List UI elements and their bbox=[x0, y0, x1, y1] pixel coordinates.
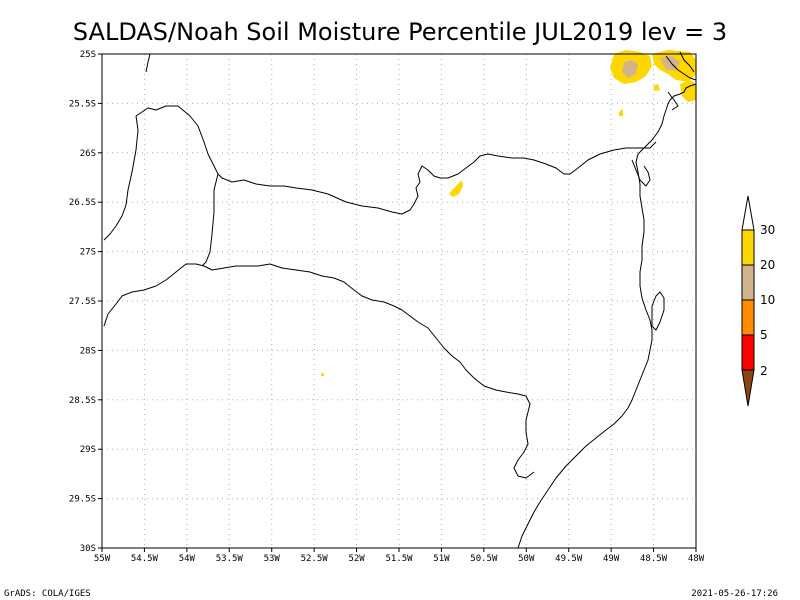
y-tick-label: 29.5S bbox=[69, 495, 96, 505]
legend-arrow-bottom bbox=[741, 369, 755, 407]
y-tick-label: 26.5S bbox=[69, 198, 96, 208]
boundary-pr-sc bbox=[135, 105, 657, 215]
shade-20-30-mid bbox=[449, 180, 463, 197]
x-tick-label: 48W bbox=[688, 554, 705, 564]
legend-arrow-top bbox=[741, 195, 755, 231]
shade-20-30-ne-c bbox=[680, 80, 696, 102]
legend-label-5: 5 bbox=[760, 328, 768, 342]
x-tick-label: 53W bbox=[264, 554, 281, 564]
y-tick-label: 26S bbox=[80, 149, 96, 159]
y-tick-label: 25.5S bbox=[69, 99, 96, 109]
y-tick-label: 28S bbox=[80, 346, 96, 356]
x-tick-label: 50W bbox=[518, 554, 535, 564]
shade-20-30-small-1 bbox=[653, 84, 660, 91]
x-tick-label: 52W bbox=[348, 554, 365, 564]
boundary-sc-west bbox=[201, 173, 219, 267]
x-axis: 55W 54.5W 54W 53.5W 53W 52.5W 52W 51.5W 51W 50.5W… bbox=[94, 548, 705, 564]
lagoon-near-49w bbox=[631, 159, 651, 187]
x-tick-label: 54.5W bbox=[131, 554, 159, 564]
legend-swatch-20-30 bbox=[741, 229, 755, 266]
legend-swatch-10-20 bbox=[741, 264, 755, 301]
shade-10-20-ne-a bbox=[622, 60, 638, 78]
y-tick-label: 29S bbox=[80, 445, 96, 455]
footer-timestamp: 2021-05-26-17:26 bbox=[691, 589, 778, 599]
boundary-west bbox=[103, 53, 151, 241]
island-florianopolis bbox=[651, 291, 665, 331]
coastline-northeast bbox=[665, 51, 697, 111]
y-tick-label: 30S bbox=[80, 544, 96, 554]
y-axis: 25S 25.5S 26S 26.5S 27S 27.5S 28S 28.5S 29S 29.5S… bbox=[69, 50, 102, 554]
legend-label-20: 20 bbox=[760, 258, 775, 272]
legend-swatch-2-5 bbox=[741, 334, 755, 371]
soil-moisture-shading bbox=[321, 50, 696, 376]
shade-20-30-small-2 bbox=[619, 109, 623, 116]
x-tick-label: 51W bbox=[433, 554, 450, 564]
legend-colorbar: 30 20 10 5 2 bbox=[741, 195, 775, 407]
x-tick-label: 49.5W bbox=[555, 554, 583, 564]
x-tick-label: 49W bbox=[603, 554, 620, 564]
boundary-sc-rs bbox=[103, 263, 535, 479]
x-tick-label: 55W bbox=[94, 554, 111, 564]
y-tick-label: 27.5S bbox=[69, 297, 96, 307]
plot-area: 55W 54.5W 54W 53.5W 53W 52.5W 52W 51.5W 51W 50.5W… bbox=[69, 50, 705, 564]
x-tick-label: 52.5W bbox=[301, 554, 329, 564]
shade-20-30-speck bbox=[321, 373, 324, 376]
legend-label-10: 10 bbox=[760, 293, 775, 307]
y-tick-label: 25S bbox=[80, 50, 96, 60]
x-tick-label: 48.5W bbox=[640, 554, 668, 564]
x-tick-label: 51.5W bbox=[385, 554, 413, 564]
map-title: SALDAS/Noah Soil Moisture Percentile JUL… bbox=[73, 18, 727, 46]
x-tick-label: 53.5W bbox=[216, 554, 244, 564]
legend-label-30: 30 bbox=[760, 223, 775, 237]
footer-credit: GrADS: COLA/IGES bbox=[4, 589, 91, 599]
x-tick-label: 54W bbox=[179, 554, 196, 564]
legend-swatch-5-10 bbox=[741, 299, 755, 336]
political-boundaries bbox=[103, 51, 697, 549]
x-tick-label: 50.5W bbox=[470, 554, 498, 564]
y-tick-label: 28.5S bbox=[69, 396, 96, 406]
gridlines bbox=[102, 54, 696, 548]
y-tick-label: 27S bbox=[80, 248, 96, 258]
plot-frame bbox=[101, 53, 697, 549]
legend-label-2: 2 bbox=[760, 364, 768, 378]
coastline-south bbox=[517, 83, 697, 549]
